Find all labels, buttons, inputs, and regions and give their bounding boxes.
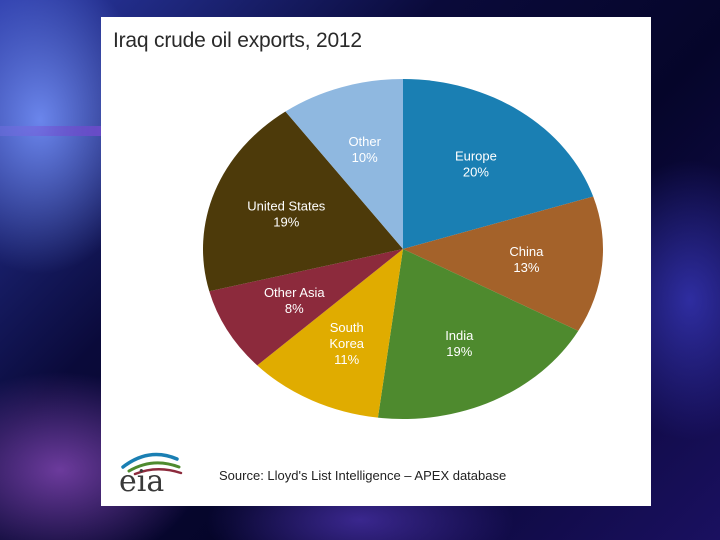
pie-chart: Europe 20%China 13%India 19%South Korea 11%Ot…	[203, 79, 603, 419]
pie-label-name: India	[445, 328, 474, 343]
pie-label-name: Europe	[455, 149, 497, 164]
pie-label-percent: 19%	[446, 344, 472, 359]
pie-slice-other	[285, 79, 403, 249]
eia-logo-text: eia	[119, 464, 164, 493]
eia-logo-arc-3	[133, 468, 183, 476]
pie-slice-united-states	[203, 111, 403, 292]
pie-slice-india	[377, 249, 579, 419]
pie-label-name: Other Asia	[264, 285, 325, 300]
pie-slice-other-asia	[209, 249, 403, 366]
pie-label-percent: 20%	[463, 165, 489, 180]
eia-logo-arc-2	[127, 461, 181, 473]
pie-label-other-asia: Other Asia 8%	[264, 285, 325, 316]
pie-label-other: Other 10%	[348, 134, 381, 165]
eia-logo-arc-1	[121, 452, 179, 469]
pie-label-name: China	[509, 244, 544, 259]
pie-label-name: South	[330, 320, 364, 335]
pie-label-name: Korea	[329, 336, 364, 351]
pie-slice-china	[403, 196, 603, 331]
pie-label-united-states: United States 19%	[247, 198, 326, 229]
source-note: Source: Lloyd's List Intelligence – APEX…	[219, 468, 507, 483]
pie-label-percent: 13%	[513, 260, 539, 275]
eia-logo: eia	[119, 452, 183, 493]
pie-label-china: China 13%	[509, 244, 544, 275]
pie-label-percent: 8%	[285, 301, 304, 316]
chart-title: Iraq crude oil exports, 2012	[113, 29, 362, 52]
pie-label-percent: 11%	[334, 352, 359, 367]
pie-label-europe: Europe 20%	[455, 149, 497, 180]
pie-label-india: India 19%	[445, 328, 474, 359]
pie-slice-europe	[403, 79, 594, 249]
pie-label-percent: 19%	[273, 214, 299, 229]
pie-slice-south-korea	[257, 249, 403, 418]
pie-label-name: United States	[247, 198, 326, 213]
pie-label-name: Other	[348, 134, 381, 149]
chart-panel: Iraq crude oil exports, 2012 Europe 20% Ch…	[101, 17, 651, 506]
pie-label-south-korea: South Korea 11%	[329, 320, 364, 367]
pie-label-percent: 10%	[352, 150, 378, 165]
decorative-accent-bar	[0, 126, 110, 136]
